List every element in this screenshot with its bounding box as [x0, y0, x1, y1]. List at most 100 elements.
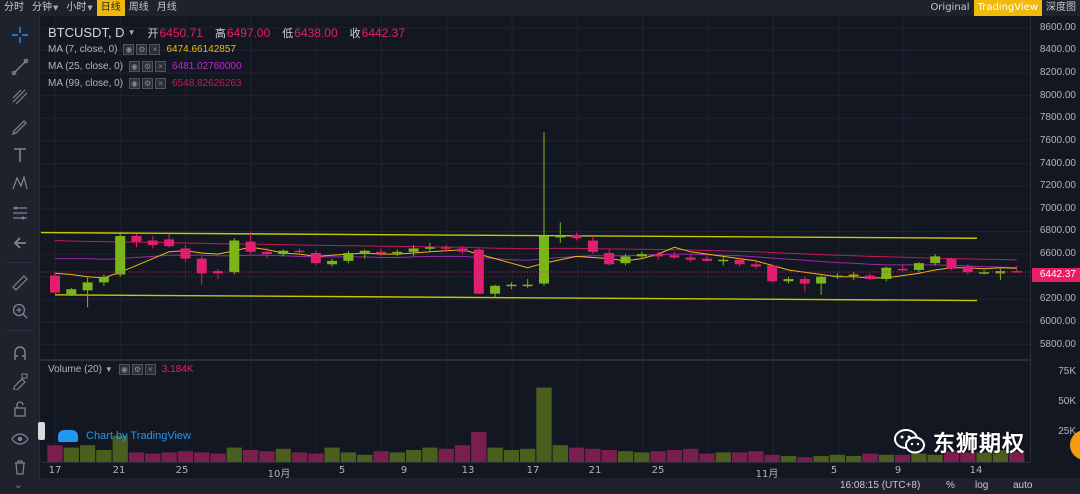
- trendline-icon[interactable]: [8, 56, 32, 78]
- candle-body: [767, 265, 778, 282]
- settings-icon[interactable]: ⚙: [142, 61, 154, 72]
- eye-icon[interactable]: ◉: [129, 61, 141, 72]
- candle-body: [50, 275, 60, 293]
- candle-body: [147, 240, 158, 246]
- candle-body: [946, 258, 957, 269]
- view-original-button[interactable]: Original: [930, 2, 970, 13]
- chart-pane[interactable]: [40, 16, 1030, 462]
- volume-bar: [943, 451, 960, 462]
- toolbar-divider: [6, 262, 34, 263]
- volume-bar: [862, 453, 878, 462]
- chart-legend: BTCUSDT, D ▼ 开 6450.71 高 6497.00 低 6438.00 …: [48, 24, 405, 92]
- zoom-in-icon[interactable]: [8, 300, 32, 322]
- settings-icon[interactable]: ⚙: [142, 78, 154, 89]
- price-tick: 7400.00: [1039, 157, 1076, 169]
- close-icon[interactable]: ×: [155, 78, 167, 89]
- log-toggle[interactable]: log: [975, 480, 989, 491]
- clock-label[interactable]: 16:08:15 (UTC+8): [840, 480, 921, 491]
- candle-body: [490, 285, 501, 294]
- candle-body: [359, 250, 370, 255]
- volume-tick: 75K: [1058, 366, 1076, 377]
- candle-body: [604, 252, 615, 265]
- tf-label: 周线: [128, 2, 149, 13]
- tf-month[interactable]: 月线: [153, 0, 181, 16]
- close-icon[interactable]: ×: [155, 61, 167, 72]
- lock-icon[interactable]: [8, 398, 32, 420]
- ma99-label[interactable]: MA (99, close, 0): [48, 78, 124, 89]
- caret-down-icon[interactable]: ▼: [104, 365, 113, 374]
- ma7-line: [54, 246, 1017, 279]
- brush-icon[interactable]: [8, 116, 32, 138]
- candle-body: [783, 279, 794, 282]
- volume-bar: [536, 387, 552, 462]
- lock-drawing-icon[interactable]: [8, 370, 32, 392]
- volume-bar: [324, 447, 340, 462]
- candle-body: [897, 268, 908, 271]
- ma25-label[interactable]: MA (25, close, 0): [48, 61, 124, 72]
- eye-icon[interactable]: ◉: [118, 364, 130, 375]
- tf-day[interactable]: 日线: [96, 0, 125, 16]
- chevron-down-icon[interactable]: ⌄: [14, 480, 23, 491]
- candle-body: [294, 250, 305, 253]
- settings-icon[interactable]: ⚙: [131, 364, 143, 375]
- volume-label[interactable]: Volume (20): [48, 364, 102, 375]
- tradingview-watermark[interactable]: Chart by TradingView: [58, 430, 191, 442]
- candle-body: [913, 263, 924, 270]
- auto-toggle[interactable]: auto: [1013, 480, 1033, 491]
- trash-icon[interactable]: [8, 456, 32, 478]
- ma7-label[interactable]: MA (7, close, 0): [48, 44, 118, 55]
- volume-bar: [764, 454, 780, 462]
- toolbar-collapse-handle[interactable]: [38, 422, 45, 440]
- text-icon[interactable]: [8, 144, 32, 166]
- candle-body: [979, 272, 990, 274]
- time-tick: 9: [894, 465, 902, 476]
- candle-body: [115, 235, 126, 275]
- candle-body: [865, 275, 875, 280]
- high-value: 6497.00: [226, 25, 271, 40]
- percent-toggle[interactable]: %: [946, 480, 955, 491]
- tf-label: 分钟: [32, 2, 52, 13]
- pattern-icon[interactable]: [8, 172, 32, 194]
- close-icon[interactable]: ×: [149, 44, 161, 55]
- ma99-line: [54, 240, 1017, 261]
- price-tick: 6200.00: [1039, 293, 1076, 305]
- tf-minute[interactable]: 分钟▼: [28, 0, 62, 16]
- time-tick: 25: [175, 465, 189, 476]
- arrow-left-icon[interactable]: [8, 232, 32, 254]
- caret-down-icon[interactable]: ▼: [127, 28, 136, 37]
- magnet-icon[interactable]: [8, 342, 32, 364]
- close-icon[interactable]: ×: [144, 364, 156, 375]
- candle-body: [473, 249, 484, 294]
- settings-icon[interactable]: ⚙: [136, 44, 148, 55]
- tf-week[interactable]: 周线: [125, 0, 153, 16]
- candle-body: [327, 260, 338, 265]
- candle-body: [131, 235, 142, 242]
- view-depth-button[interactable]: 深度图: [1046, 2, 1076, 13]
- volume-bar: [731, 452, 748, 462]
- eye-icon[interactable]: [8, 428, 32, 450]
- price-axis[interactable]: 8600.00 8400.00 8200.00 8000.00 7800.00 7600.…: [1030, 16, 1080, 462]
- tf-hour[interactable]: 小时▼: [62, 0, 96, 16]
- candle-body: [539, 235, 549, 284]
- eye-icon[interactable]: ◉: [123, 44, 135, 55]
- candle-body: [962, 266, 973, 273]
- volume-bar: [617, 451, 634, 462]
- price-tick: 8400.00: [1039, 44, 1076, 56]
- tf-fenshi[interactable]: 分时: [0, 0, 28, 16]
- price-chart[interactable]: [40, 16, 1030, 462]
- symbol-label[interactable]: BTCUSDT, D: [48, 25, 125, 40]
- time-axis[interactable]: 17 21 25 10月 5 9 13 17 21 25 11月 5 9 14: [41, 462, 1030, 480]
- view-tradingview-button[interactable]: TradingView: [973, 0, 1042, 16]
- crosshair-icon[interactable]: [8, 24, 32, 46]
- open-label: 开: [147, 26, 159, 40]
- volume-bar: [194, 452, 210, 462]
- fib-icon[interactable]: [8, 202, 32, 224]
- volume-bar: [585, 448, 601, 462]
- pitchfork-icon[interactable]: [8, 86, 32, 108]
- ruler-icon[interactable]: [8, 272, 32, 294]
- low-value: 6438.00: [294, 25, 338, 40]
- volume-bar: [699, 453, 715, 462]
- watermark-text: Chart by TradingView: [86, 430, 191, 442]
- volume-bar: [438, 448, 454, 462]
- eye-icon[interactable]: ◉: [129, 78, 141, 89]
